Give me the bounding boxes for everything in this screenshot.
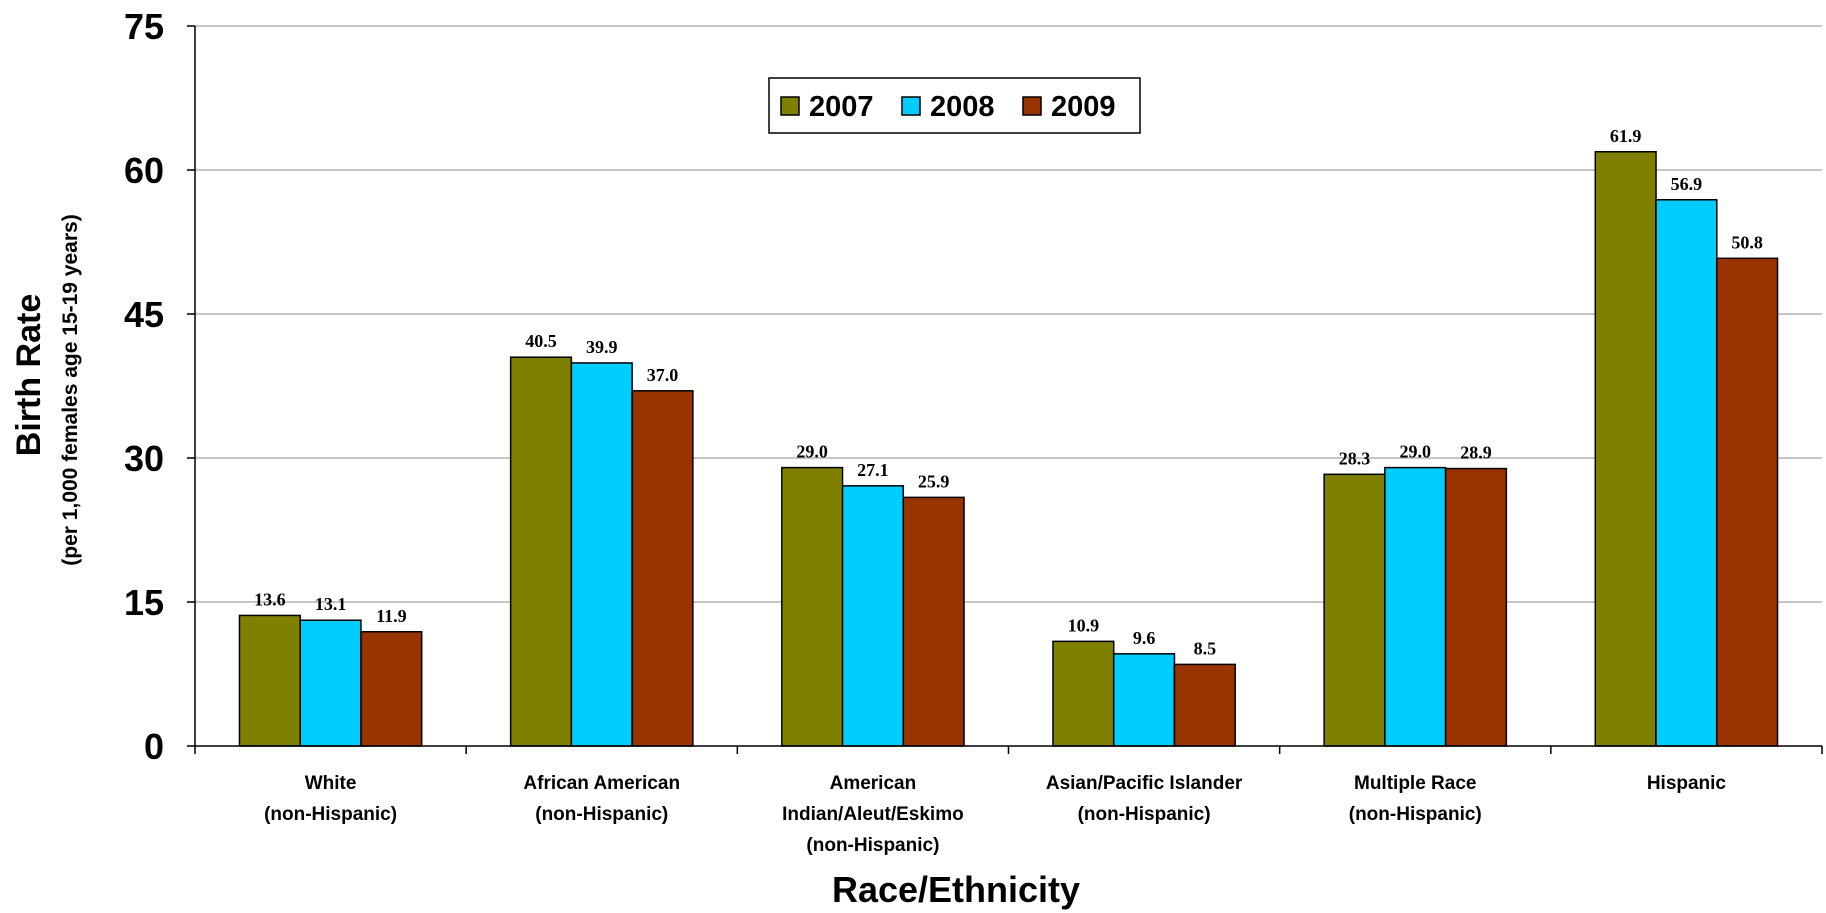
data-label: 11.9 [376, 606, 407, 626]
data-label: 10.9 [1068, 615, 1100, 635]
bar-2007 [1052, 640, 1115, 747]
data-label: 13.1 [315, 594, 347, 614]
data-label: 13.6 [254, 589, 286, 609]
x-category-labels: White (non-Hispanic) African American (non-… [264, 773, 1726, 856]
bar-2008 [570, 362, 633, 747]
data-labels: 13.6 13.1 11.9 40.5 39.9 37.0 29.0 27.1 25.9 10.9… [254, 126, 1763, 659]
x-category-label: Multiple Race (non-Hispanic) [1349, 773, 1482, 825]
bars [238, 151, 1779, 747]
x-category-label: American Indian/Aleut/Eskimo (non-Hispanic… [782, 773, 964, 856]
legend: 2007 2008 2009 [768, 77, 1141, 134]
bar-2007 [509, 356, 573, 747]
bar-2009 [631, 390, 694, 747]
x-category-label: White (non-Hispanic) [264, 773, 397, 825]
bar-2007 [1323, 473, 1386, 747]
data-label: 39.9 [586, 337, 618, 357]
data-label: 28.3 [1339, 448, 1371, 468]
bar-2009 [1444, 467, 1508, 747]
bar-2007 [781, 466, 844, 747]
bar-2008 [1655, 199, 1718, 747]
legend-label-2009: 2009 [1051, 91, 1116, 123]
y-axis-title: Birth Rate [10, 294, 48, 456]
y-tick-label: 45 [124, 294, 164, 335]
data-label: 29.0 [1400, 442, 1432, 462]
data-label: 9.6 [1133, 628, 1156, 648]
data-label: 8.5 [1194, 638, 1217, 658]
x-category-label: Asian/Pacific Islander (non-Hispanic) [1046, 773, 1243, 825]
legend-swatch-2007 [780, 96, 800, 116]
y-tick-label: 30 [124, 438, 164, 479]
legend-label-2008: 2008 [930, 91, 995, 123]
y-axis-subtitle: (per 1,000 females age 15-19 years) [59, 214, 82, 565]
bar-2009 [360, 631, 423, 747]
bar-2008 [299, 619, 362, 747]
legend-swatch-2009 [1022, 96, 1042, 116]
x-category-label: Hispanic [1647, 773, 1727, 794]
y-tick-label: 60 [124, 150, 164, 191]
y-tick-label: 15 [124, 582, 164, 623]
bar-2007 [238, 614, 301, 747]
x-axis-title: Race/Ethnicity [832, 869, 1080, 910]
y-tick-labels: 0 15 30 45 60 75 [124, 6, 164, 767]
bar-2007 [1594, 151, 1657, 747]
bar-2008 [1112, 653, 1176, 747]
axes [187, 25, 1823, 754]
data-label: 40.5 [525, 331, 557, 351]
data-label: 50.8 [1731, 232, 1763, 252]
data-label: 27.1 [857, 460, 889, 480]
data-label: 56.9 [1671, 174, 1703, 194]
data-label: 61.9 [1610, 126, 1642, 146]
bar-2009 [1173, 663, 1236, 747]
y-tick-label: 0 [144, 726, 164, 767]
legend-swatch-2008 [901, 96, 921, 116]
x-category-label: African American (non-Hispanic) [523, 773, 680, 825]
data-label: 29.0 [796, 442, 828, 462]
legend-label-2007: 2007 [809, 91, 874, 123]
y-tick-label: 75 [124, 6, 164, 47]
data-label: 37.0 [647, 365, 679, 385]
bar-2008 [1384, 466, 1447, 747]
bar-2009 [1716, 257, 1779, 747]
bar-2009 [902, 496, 965, 747]
gridlines [195, 25, 1822, 603]
legend-box [768, 77, 1141, 134]
bar-2008 [841, 485, 905, 747]
data-label: 28.9 [1460, 443, 1492, 463]
data-label: 25.9 [918, 471, 950, 491]
